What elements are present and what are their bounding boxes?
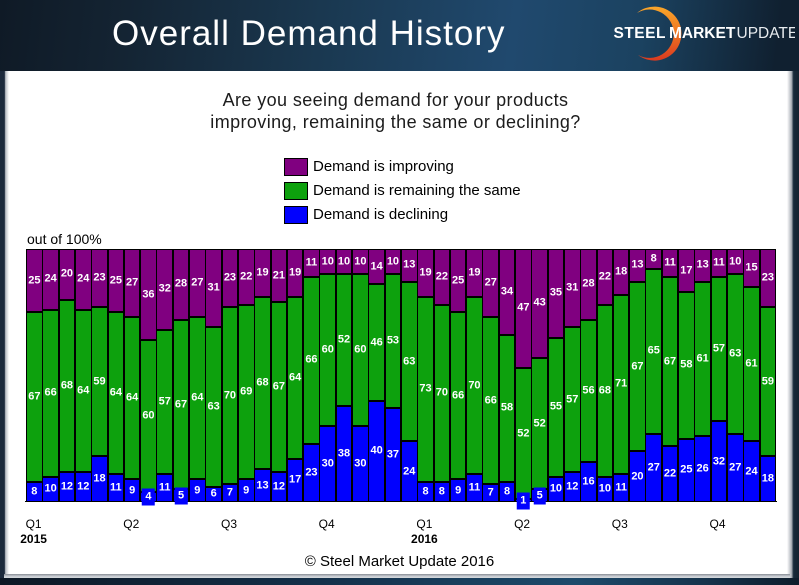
svg-text:UPDATE: UPDATE [737,25,796,42]
svg-text:STEEL: STEEL [614,25,666,42]
svg-text:MARKET: MARKET [669,25,736,42]
